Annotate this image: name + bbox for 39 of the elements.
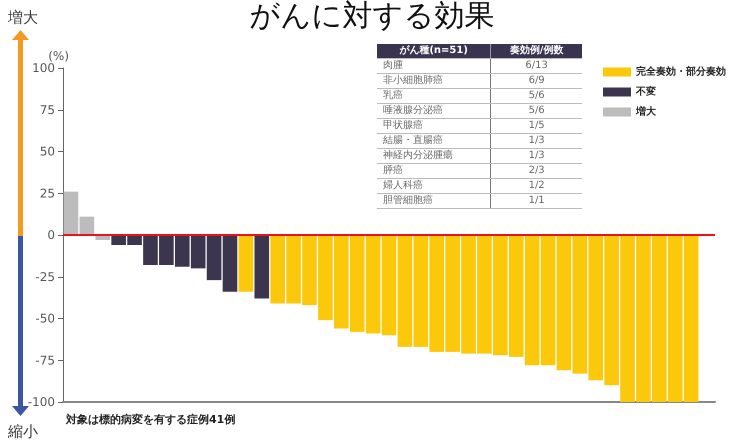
- category-label: 婦人科癌: [377, 178, 491, 194]
- text: 1/3: [528, 135, 545, 146]
- text: 6/9: [528, 75, 545, 86]
- y-tick-label: -100: [28, 395, 55, 409]
- y-tick-label: 75: [40, 102, 55, 117]
- legend-label: 完全奏効・部分奏効: [636, 66, 726, 78]
- text: 1/1: [528, 195, 545, 206]
- category-label: 結腸・直腸癌: [377, 134, 491, 148]
- category-label: 乳癌: [377, 88, 491, 104]
- text: 2/3: [528, 165, 545, 176]
- text: 1/2: [528, 180, 545, 191]
- category-label: 神経内分泌腫瘍: [377, 148, 491, 164]
- y-tick-label: 0: [47, 228, 55, 242]
- y-tick-label: 50: [40, 144, 55, 158]
- category-label: 非小細胞肺癌: [377, 74, 491, 88]
- category-label: 唾液腺分泌癌: [377, 104, 491, 118]
- text: 1/5: [528, 120, 545, 131]
- category-label: 甲状腺癌: [377, 118, 491, 134]
- y-axis-title: (%): [48, 49, 69, 63]
- y-tick-label: 25: [40, 186, 55, 200]
- legend-label: 増大: [635, 106, 657, 118]
- text: 6/13: [525, 60, 548, 71]
- text: 対象は標的病変を有する症例41例: [65, 413, 236, 426]
- chart-title: がんに対する効果: [250, 0, 494, 34]
- y-tick-label: -75: [35, 353, 55, 368]
- category-label: 膵癌: [377, 164, 491, 178]
- category-label: 胆管細胞癌: [377, 194, 491, 208]
- legend-label: 不変: [635, 86, 656, 98]
- text: 奏効例/例数: [490, 44, 582, 58]
- y-tick-label: 100: [32, 61, 55, 75]
- text: 5/6: [528, 90, 545, 101]
- y-tick-label: -50: [35, 312, 55, 326]
- text: 増大: [7, 8, 38, 26]
- text: 縮小: [7, 422, 38, 440]
- text: 1/3: [528, 150, 545, 161]
- text: 5/6: [528, 105, 545, 116]
- text: がん種(n=51): [377, 44, 491, 58]
- category-label: 肉腫: [377, 58, 491, 74]
- y-tick-label: -25: [35, 270, 55, 284]
